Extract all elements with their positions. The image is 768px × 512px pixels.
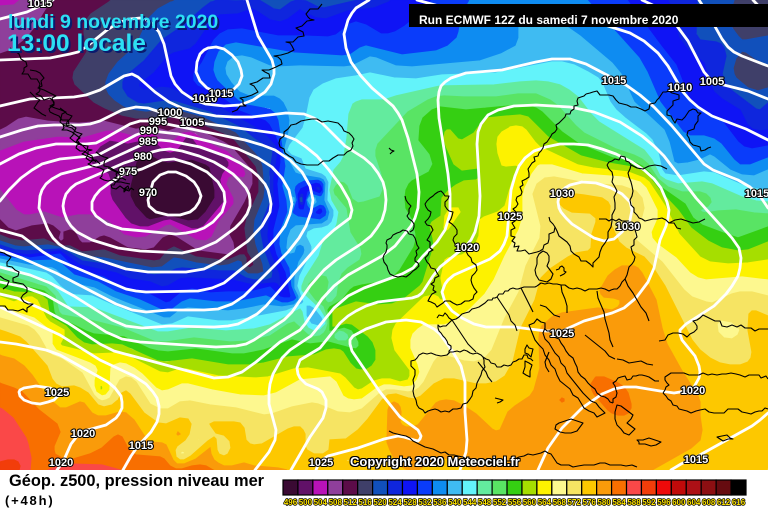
svg-text:1030: 1030 bbox=[550, 188, 574, 200]
svg-text:576: 576 bbox=[583, 498, 597, 507]
svg-text:985: 985 bbox=[139, 136, 157, 148]
svg-text:508: 508 bbox=[329, 498, 343, 507]
svg-text:540: 540 bbox=[448, 498, 462, 507]
svg-text:1015: 1015 bbox=[28, 0, 52, 10]
svg-text:536: 536 bbox=[433, 498, 447, 507]
svg-text:532: 532 bbox=[418, 498, 432, 507]
svg-text:1025: 1025 bbox=[550, 328, 574, 340]
svg-text:528: 528 bbox=[403, 498, 417, 507]
svg-text:975: 975 bbox=[119, 166, 137, 178]
svg-text:990: 990 bbox=[140, 125, 158, 137]
svg-text:504: 504 bbox=[314, 498, 328, 507]
svg-text:1015: 1015 bbox=[684, 454, 708, 466]
svg-text:1010: 1010 bbox=[668, 82, 692, 94]
svg-text:1025: 1025 bbox=[309, 457, 333, 469]
svg-text:512: 512 bbox=[344, 498, 358, 507]
svg-text:608: 608 bbox=[702, 498, 716, 507]
svg-text:496: 496 bbox=[284, 498, 298, 507]
svg-text:516: 516 bbox=[358, 498, 372, 507]
svg-text:568: 568 bbox=[553, 498, 567, 507]
svg-text:612: 612 bbox=[717, 498, 731, 507]
svg-text:1020: 1020 bbox=[681, 385, 705, 397]
svg-text:1030: 1030 bbox=[616, 221, 640, 233]
svg-text:1025: 1025 bbox=[45, 387, 69, 399]
svg-text:1015: 1015 bbox=[129, 440, 153, 452]
svg-text:580: 580 bbox=[597, 498, 611, 507]
svg-text:500: 500 bbox=[299, 498, 313, 507]
svg-text:980: 980 bbox=[134, 151, 152, 163]
svg-text:1020: 1020 bbox=[455, 242, 479, 254]
svg-text:548: 548 bbox=[478, 498, 492, 507]
svg-text:556: 556 bbox=[508, 498, 522, 507]
svg-text:1015: 1015 bbox=[209, 88, 233, 100]
svg-text:616: 616 bbox=[732, 498, 746, 507]
svg-text:1015: 1015 bbox=[602, 75, 626, 87]
svg-text:995: 995 bbox=[149, 116, 167, 128]
svg-text:592: 592 bbox=[642, 498, 656, 507]
svg-text:604: 604 bbox=[687, 498, 701, 507]
svg-text:520: 520 bbox=[373, 498, 387, 507]
svg-text:1005: 1005 bbox=[700, 76, 724, 88]
svg-text:600: 600 bbox=[672, 498, 686, 507]
svg-text:1005: 1005 bbox=[180, 117, 204, 129]
svg-text:1020: 1020 bbox=[49, 457, 73, 469]
svg-text:552: 552 bbox=[493, 498, 507, 507]
svg-text:970: 970 bbox=[139, 187, 157, 199]
svg-text:560: 560 bbox=[523, 498, 537, 507]
svg-text:588: 588 bbox=[627, 498, 641, 507]
svg-text:564: 564 bbox=[538, 498, 552, 507]
svg-text:1020: 1020 bbox=[71, 428, 95, 440]
svg-text:544: 544 bbox=[463, 498, 477, 507]
svg-text:572: 572 bbox=[568, 498, 582, 507]
svg-text:584: 584 bbox=[612, 498, 626, 507]
svg-text:1000: 1000 bbox=[158, 107, 182, 119]
svg-text:1025: 1025 bbox=[498, 211, 522, 223]
svg-text:1010: 1010 bbox=[193, 93, 217, 105]
svg-text:1015: 1015 bbox=[745, 188, 768, 200]
svg-text:524: 524 bbox=[388, 498, 402, 507]
svg-text:596: 596 bbox=[657, 498, 671, 507]
